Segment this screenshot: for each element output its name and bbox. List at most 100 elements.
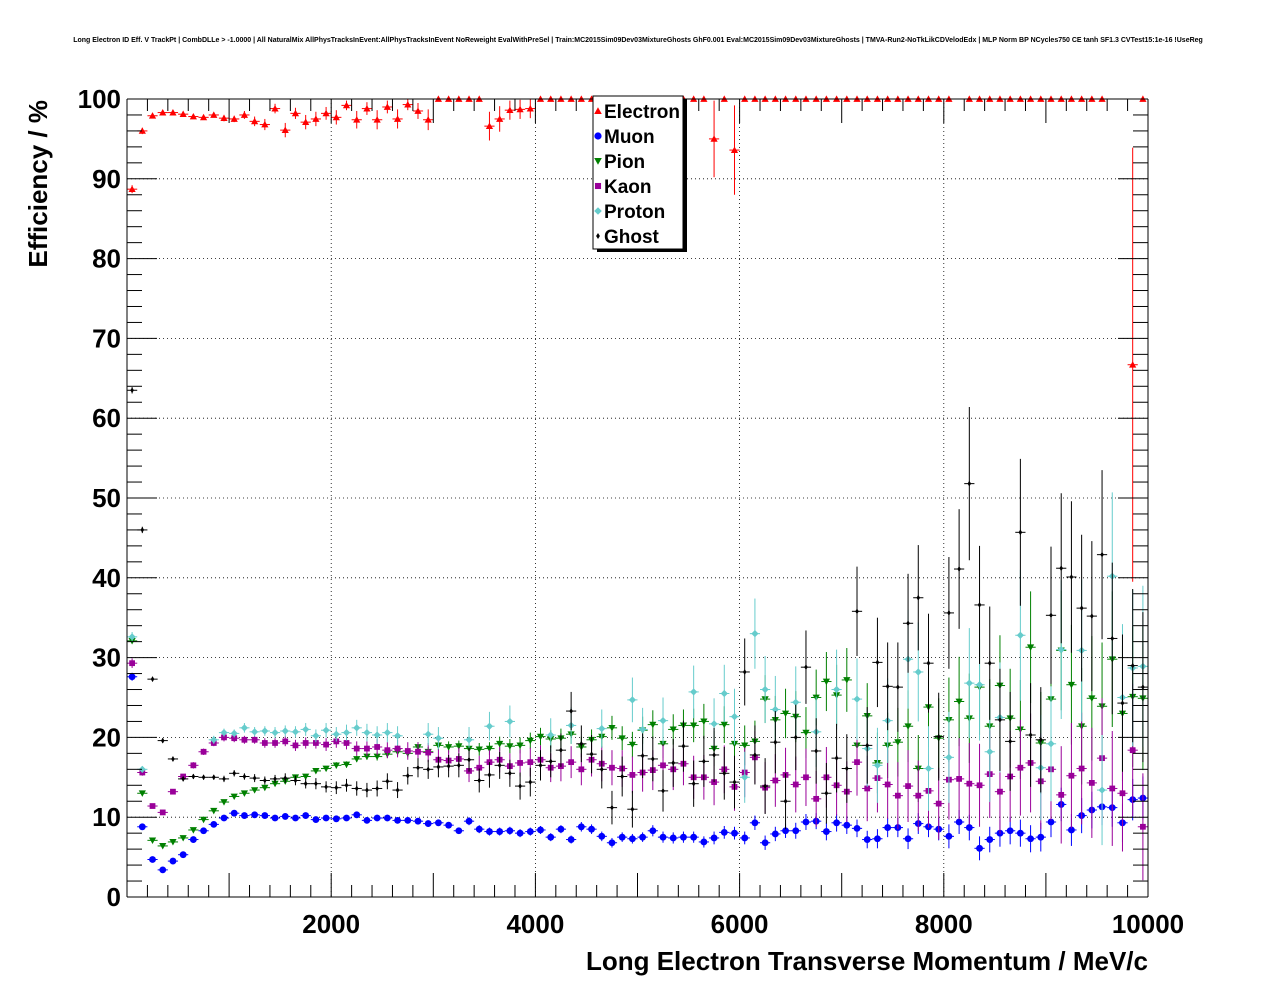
data-point	[239, 723, 250, 733]
point-marker	[569, 708, 573, 714]
point-marker	[363, 753, 371, 761]
point-marker	[283, 775, 288, 781]
data-point	[341, 814, 352, 822]
point-marker	[354, 785, 359, 792]
point-marker	[404, 748, 411, 754]
data-point	[688, 831, 699, 843]
data-point	[249, 116, 260, 127]
point-marker	[138, 823, 146, 831]
point-marker	[538, 762, 543, 769]
point-marker	[282, 738, 289, 745]
data-point	[576, 821, 587, 832]
point-marker	[393, 732, 402, 740]
data-point	[361, 816, 373, 824]
point-marker	[273, 776, 277, 782]
legend-entry-ghost: Ghost	[596, 227, 660, 248]
point-marker	[405, 772, 410, 779]
point-marker	[251, 811, 259, 819]
data-point	[320, 814, 332, 822]
data-point	[708, 727, 720, 783]
point-marker	[527, 759, 534, 766]
data-point	[137, 790, 148, 797]
point-marker	[690, 833, 698, 841]
point-marker	[720, 721, 728, 729]
point-marker	[628, 741, 636, 749]
data-point	[627, 833, 638, 844]
point-marker	[251, 117, 259, 125]
point-marker	[353, 724, 361, 732]
point-marker	[1141, 684, 1145, 691]
data-point	[1127, 588, 1138, 743]
data-point	[933, 692, 944, 781]
data-point	[749, 725, 761, 785]
point-marker	[537, 826, 544, 834]
point-marker	[730, 713, 739, 721]
point-marker	[312, 732, 320, 740]
point-marker	[894, 739, 902, 746]
data-point	[453, 753, 464, 778]
point-marker	[292, 742, 299, 749]
data-point	[514, 829, 526, 838]
point-marker	[896, 684, 900, 691]
point-marker	[240, 790, 249, 797]
point-marker	[293, 777, 298, 784]
point-marker	[487, 772, 492, 778]
point-marker	[394, 816, 401, 824]
data-point	[320, 738, 332, 751]
data-point	[1056, 493, 1067, 644]
point-marker	[424, 820, 432, 828]
point-marker	[251, 736, 258, 743]
point-marker	[1008, 738, 1012, 745]
point-marker	[261, 784, 269, 792]
legend-box	[592, 95, 684, 250]
data-point	[545, 833, 556, 842]
point-marker	[1088, 780, 1095, 786]
point-marker	[506, 743, 514, 750]
series-kaon	[127, 658, 1148, 881]
data-point	[331, 110, 342, 125]
data-point	[708, 831, 720, 845]
data-point	[688, 665, 699, 719]
point-marker	[211, 774, 216, 781]
point-marker	[1038, 736, 1043, 743]
y-tick-label: 30	[92, 643, 121, 673]
point-marker	[986, 748, 994, 756]
point-marker	[710, 135, 718, 142]
point-marker	[322, 726, 330, 734]
point-marker	[1119, 790, 1126, 797]
data-point	[147, 112, 158, 119]
legend-marker	[594, 207, 602, 215]
data-point	[984, 606, 995, 720]
point-marker	[220, 799, 228, 806]
data-point	[137, 823, 148, 831]
point-marker	[722, 770, 727, 777]
data-point	[361, 782, 373, 798]
point-marker	[373, 814, 381, 822]
data-point	[423, 759, 434, 779]
point-marker	[210, 807, 218, 815]
data-point	[504, 100, 515, 120]
data-point	[290, 726, 301, 738]
data-point	[474, 742, 485, 756]
point-marker	[710, 720, 718, 728]
data-point	[494, 751, 505, 779]
point-marker	[761, 839, 769, 847]
data-point	[218, 814, 230, 822]
point-marker	[516, 829, 524, 837]
point-marker	[783, 798, 788, 805]
data-point	[535, 727, 546, 746]
data-point	[698, 703, 709, 739]
data-point	[739, 831, 750, 845]
data-point	[596, 750, 607, 789]
data-point	[402, 99, 413, 111]
data-point	[954, 738, 965, 820]
point-marker	[302, 725, 310, 734]
data-point	[688, 760, 699, 807]
point-marker	[822, 678, 830, 686]
data-point	[290, 107, 301, 119]
data-point	[964, 742, 975, 825]
data-point	[1086, 541, 1097, 692]
point-marker	[200, 748, 207, 755]
data-point	[913, 545, 924, 651]
point-marker	[814, 748, 818, 754]
